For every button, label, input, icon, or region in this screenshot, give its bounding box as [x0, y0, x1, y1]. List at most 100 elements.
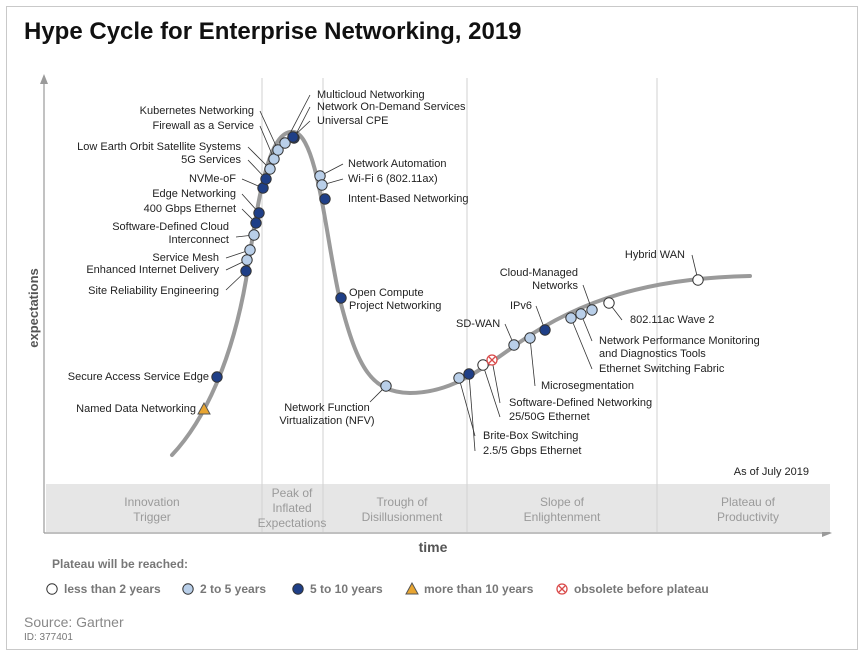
label-software-defined-cloud-interconnect: Software-Defined Cloud Interconnect [112, 221, 229, 246]
label-line: Network Performance Monitoring [599, 335, 760, 347]
legend-marker-lt2 [46, 583, 58, 595]
marker-software-defined-networking [486, 354, 498, 366]
phase-label-innovation: Innovation [124, 495, 179, 509]
label-intent-based-networking: Intent-Based Networking [348, 193, 468, 205]
marker-25-50g-ethernet [477, 359, 489, 371]
label-line: Kubernetes Networking [140, 105, 254, 117]
phase-label-slope: Enlightenment [524, 510, 601, 524]
phase-label-trough: Trough of [377, 495, 429, 509]
label-line: NVMe-oF [189, 173, 236, 185]
label-firewall-as-a-service: Firewall as a Service [153, 120, 254, 132]
document-id: ID: 377401 [24, 632, 73, 643]
label-ethernet-switching-fabric: Ethernet Switching Fabric [599, 363, 725, 375]
label-line: Intent-Based Networking [348, 193, 468, 205]
label-line: 802.11ac Wave 2 [630, 314, 714, 326]
label-line: and Diagnostics Tools [599, 348, 706, 360]
legend-marker-2to5 [182, 583, 194, 595]
label-network-performance-monitoring-and-diagnostics-tools: Network Performance Monitoring and Diagno… [599, 335, 760, 360]
marker-sd-wan [508, 339, 520, 351]
source-note: Source: Gartner [24, 614, 124, 630]
legend-label-lt2: less than 2 years [64, 582, 161, 596]
y-axis-label: expectations [26, 268, 41, 347]
label-line: Networks [532, 280, 578, 292]
label-network-function-virtualization-nfv: Network Function Virtualization (NFV) [279, 402, 374, 427]
marker-cloud-managed-networks [586, 304, 598, 316]
label-cloud-managed-networks: Cloud-Managed Networks [500, 267, 579, 292]
label-site-reliability-engineering: Site Reliability Engineering [88, 285, 219, 297]
label-multicloud-networking: Multicloud Networking [317, 89, 425, 101]
label-line: Network Function [284, 402, 370, 414]
label-secure-access-service-edge: Secure Access Service Edge [68, 371, 209, 383]
marker-ethernet-switching-fabric [565, 312, 577, 324]
label-line: Ethernet Switching Fabric [599, 363, 725, 375]
label-line: 2.5/5 Gbps Ethernet [483, 445, 581, 457]
marker-wi-fi-6-802-11ax [316, 179, 328, 191]
label-nvme-of: NVMe-oF [189, 173, 236, 185]
marker-2-5-5-gbps-ethernet [463, 368, 475, 380]
phase-label-trough: Disillusionment [362, 510, 443, 524]
phase-label-peak: Inflated [272, 501, 311, 515]
marker-enhanced-internet-delivery [241, 254, 253, 266]
label-wi-fi-6-802-11ax: Wi-Fi 6 (802.11ax) [348, 173, 438, 185]
leader-ethernet-switching-fabric [570, 317, 593, 370]
leader-2-5-5-gbps-ethernet [468, 373, 476, 452]
marker-ipv6 [539, 324, 551, 336]
leader-firewall-as-a-service [259, 125, 275, 160]
marker-site-reliability-engineering [240, 265, 252, 277]
marker-open-compute-project-networking [335, 292, 347, 304]
marker-network-function-virtualization-nfv [380, 380, 392, 392]
marker-low-earth-orbit-satellite-systems [264, 163, 276, 175]
label-line: Network On-Demand Services [317, 101, 466, 113]
label-line: Edge Networking [152, 188, 236, 200]
label-open-compute-project-networking: Open Compute Project Networking [349, 287, 441, 312]
label-line: Secure Access Service Edge [68, 371, 209, 383]
marker-802-11ac-wave-2 [603, 297, 615, 309]
label-line: Software-Defined Networking [509, 397, 652, 409]
technology-markers [197, 131, 704, 415]
label-kubernetes-networking: Kubernetes Networking [140, 105, 254, 117]
hype-curve-path [170, 129, 752, 457]
label-line: Enhanced Internet Delivery [86, 264, 219, 276]
chart-title: Hype Cycle for Enterprise Networking, 20… [24, 18, 522, 45]
leader-kubernetes-networking [259, 110, 279, 151]
phase-label-peak: Expectations [258, 516, 327, 530]
label-line: Software-Defined Cloud [112, 221, 229, 233]
label-line: Hybrid WAN [625, 249, 685, 261]
phase-label-plateau: Plateau of [721, 495, 776, 509]
marker-5g-services [260, 173, 272, 185]
marker-network-performance-monitoring-and-diagnostics-tools [575, 308, 587, 320]
label-line: Firewall as a Service [153, 120, 254, 132]
phase-label-peak: Peak of [272, 486, 313, 500]
marker-service-mesh [244, 244, 256, 256]
leader-software-defined-networking [491, 359, 501, 404]
label-400-gbps-ethernet: 400 Gbps Ethernet [144, 203, 236, 215]
marker-secure-access-service-edge [211, 371, 223, 383]
marker-microsegmentation [524, 332, 536, 344]
label-2-5-5-gbps-ethernet: 2.5/5 Gbps Ethernet [483, 445, 581, 457]
label-line: Service Mesh [152, 252, 219, 264]
legend-marker-5to10 [292, 583, 304, 595]
label-ipv6: IPv6 [510, 300, 532, 312]
legend-marker-obsolete [556, 583, 568, 595]
label-line: 25/50G Ethernet [509, 411, 590, 423]
figure-frame [6, 6, 858, 650]
label-line: Microsegmentation [541, 380, 634, 392]
label-line: Universal CPE [317, 115, 389, 127]
leader-25-50g-ethernet [482, 364, 501, 418]
label-software-defined-networking: Software-Defined Networking [509, 397, 652, 409]
axes: expectations time As of July 2019 [26, 74, 832, 555]
label-low-earth-orbit-satellite-systems: Low Earth Orbit Satellite Systems [77, 141, 241, 153]
marker-brite-box-switching [453, 372, 465, 384]
leader-microsegmentation [529, 337, 536, 387]
label-enhanced-internet-delivery: Enhanced Internet Delivery [86, 264, 219, 276]
label-5g-services: 5G Services [181, 154, 241, 166]
label-802-11ac-wave-2: 802.11ac Wave 2 [630, 314, 714, 326]
marker-kubernetes-networking [272, 144, 284, 156]
label-line: Multicloud Networking [317, 89, 425, 101]
marker-named-data-networking [197, 401, 211, 415]
marker-multicloud-networking [279, 137, 291, 149]
label-line: Site Reliability Engineering [88, 285, 219, 297]
label-named-data-networking: Named Data Networking [76, 403, 196, 415]
legend-title: Plateau will be reached: [52, 557, 188, 571]
